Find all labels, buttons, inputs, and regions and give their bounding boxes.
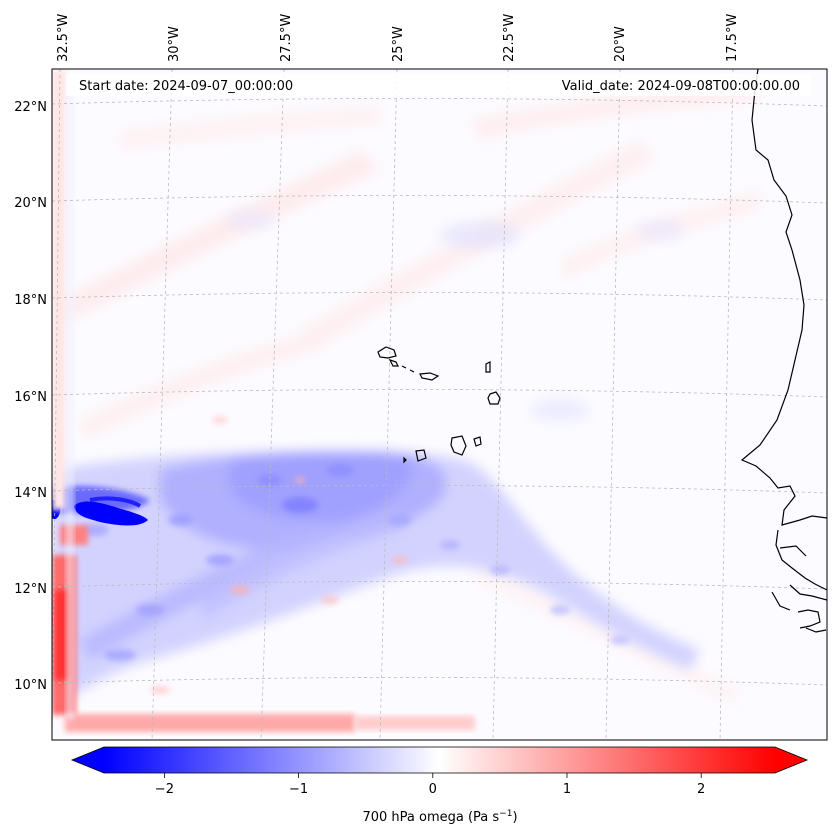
lat-label: 22°N	[14, 100, 47, 115]
strong-negative-core	[52, 485, 150, 526]
negative-speckle	[81, 464, 630, 661]
lon-label: 17.5°W	[725, 14, 740, 62]
positive-omega-edges	[52, 70, 475, 732]
lon-label: 27.5°W	[279, 14, 294, 62]
lat-label: 20°N	[14, 196, 47, 211]
colorbar-tick-label: −2	[155, 782, 174, 797]
lat-label: 12°N	[14, 582, 47, 597]
lon-label: 32.5°W	[56, 14, 71, 62]
lon-label: 22.5°W	[502, 14, 517, 62]
lon-label: 20°W	[613, 26, 628, 62]
coastline	[377, 69, 827, 633]
colorbar-tick-label: 1	[563, 782, 571, 797]
colorbar-max-extend	[775, 747, 807, 773]
lon-label: 25°W	[391, 26, 406, 62]
map-panel: Start date: 2024-09-07_00:00:00 Valid_da…	[14, 14, 828, 741]
valid-date-label: Valid_date: 2024-09-08T00:00:00.00	[562, 79, 800, 94]
colorbar-ticks: −2 −1 0 1 2	[155, 773, 705, 797]
colorbar-outline	[70, 746, 809, 774]
colorbar-tick-label: 2	[697, 782, 705, 797]
map-frame	[51, 68, 828, 741]
start-date-label: Start date: 2024-09-07_00:00:00	[79, 79, 293, 94]
gridlines	[52, 69, 827, 740]
lat-label: 16°N	[14, 390, 47, 405]
omega-field	[52, 70, 760, 732]
lat-label: 14°N	[14, 486, 47, 501]
longitude-labels: 32.5°W 30°W 27.5°W 25°W 22.5°W 20°W 17.5…	[56, 14, 740, 62]
colorbar-title: 700 hPa omega (Pa s−1)	[362, 809, 517, 825]
lat-label: 10°N	[14, 678, 47, 693]
header-band	[66, 74, 811, 96]
colorbar-gradient	[104, 747, 775, 773]
colorbar-tick-label: 0	[429, 782, 437, 797]
weak-negative-patches	[225, 210, 684, 422]
lat-label: 18°N	[14, 293, 47, 308]
positive-speckle	[150, 416, 408, 694]
colorbar-min-extend	[72, 747, 104, 773]
latitude-labels: 22°N 20°N 18°N 16°N 14°N 12°N 10°N	[14, 100, 47, 693]
colorbar-tick-label: −1	[289, 782, 308, 797]
lon-label: 30°W	[167, 26, 182, 62]
colorbar: −2 −1 0 1 2 700 hPa omega (Pa s−1)	[70, 746, 809, 825]
